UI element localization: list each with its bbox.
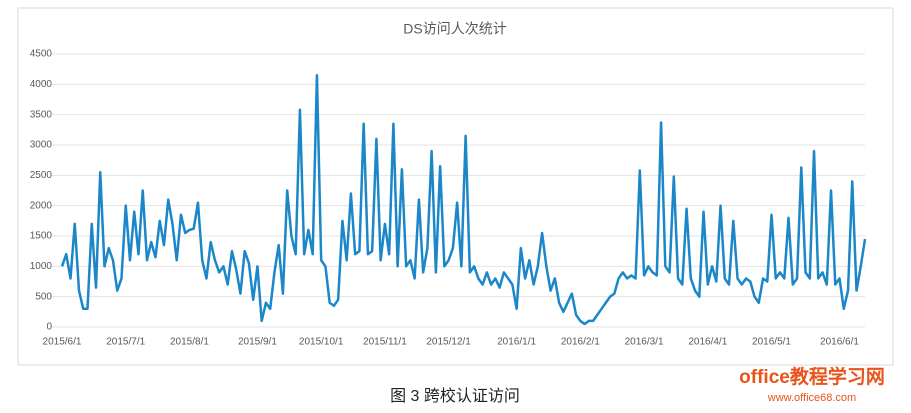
x-tick-label: 2015/6/1 (43, 337, 82, 348)
y-tick-label: 1500 (30, 231, 53, 242)
x-tick-label: 2016/5/1 (752, 337, 791, 348)
y-tick-label: 1000 (30, 261, 53, 272)
x-tick-label: 2015/10/1 (299, 337, 344, 348)
y-tick-label: 500 (35, 291, 52, 302)
y-tick-label: 0 (46, 322, 52, 333)
x-tick-label: 2016/2/1 (561, 337, 600, 348)
y-tick-label: 3500 (30, 109, 53, 120)
data-line (60, 73, 867, 326)
x-tick-label: 2015/8/1 (170, 337, 209, 348)
x-tick-label: 2016/6/1 (820, 337, 859, 348)
x-tick-label: 2016/3/1 (625, 337, 664, 348)
x-tick-label: 2016/1/1 (497, 337, 536, 348)
caption: 图 3 跨校认证访问 (390, 387, 520, 405)
y-tick-label: 2000 (30, 200, 53, 211)
x-tick-label: 2016/4/1 (688, 337, 727, 348)
watermark-url: www.office68.com (767, 392, 856, 404)
y-tick-label: 4000 (30, 79, 53, 90)
chart-title: DS访问人次统计 (403, 21, 506, 37)
chart-frame (17, 7, 894, 366)
y-tick-label: 2500 (30, 170, 53, 181)
x-tick-label: 2015/11/1 (363, 337, 407, 348)
y-tick-label: 3000 (30, 140, 53, 151)
x-tick-label: 2015/12/1 (426, 337, 471, 348)
watermark-site: office教程学习网 (739, 365, 885, 388)
y-tick-label: 4500 (30, 49, 53, 60)
x-tick-label: 2015/7/1 (106, 337, 145, 348)
x-tick-label: 2015/9/1 (238, 337, 277, 348)
